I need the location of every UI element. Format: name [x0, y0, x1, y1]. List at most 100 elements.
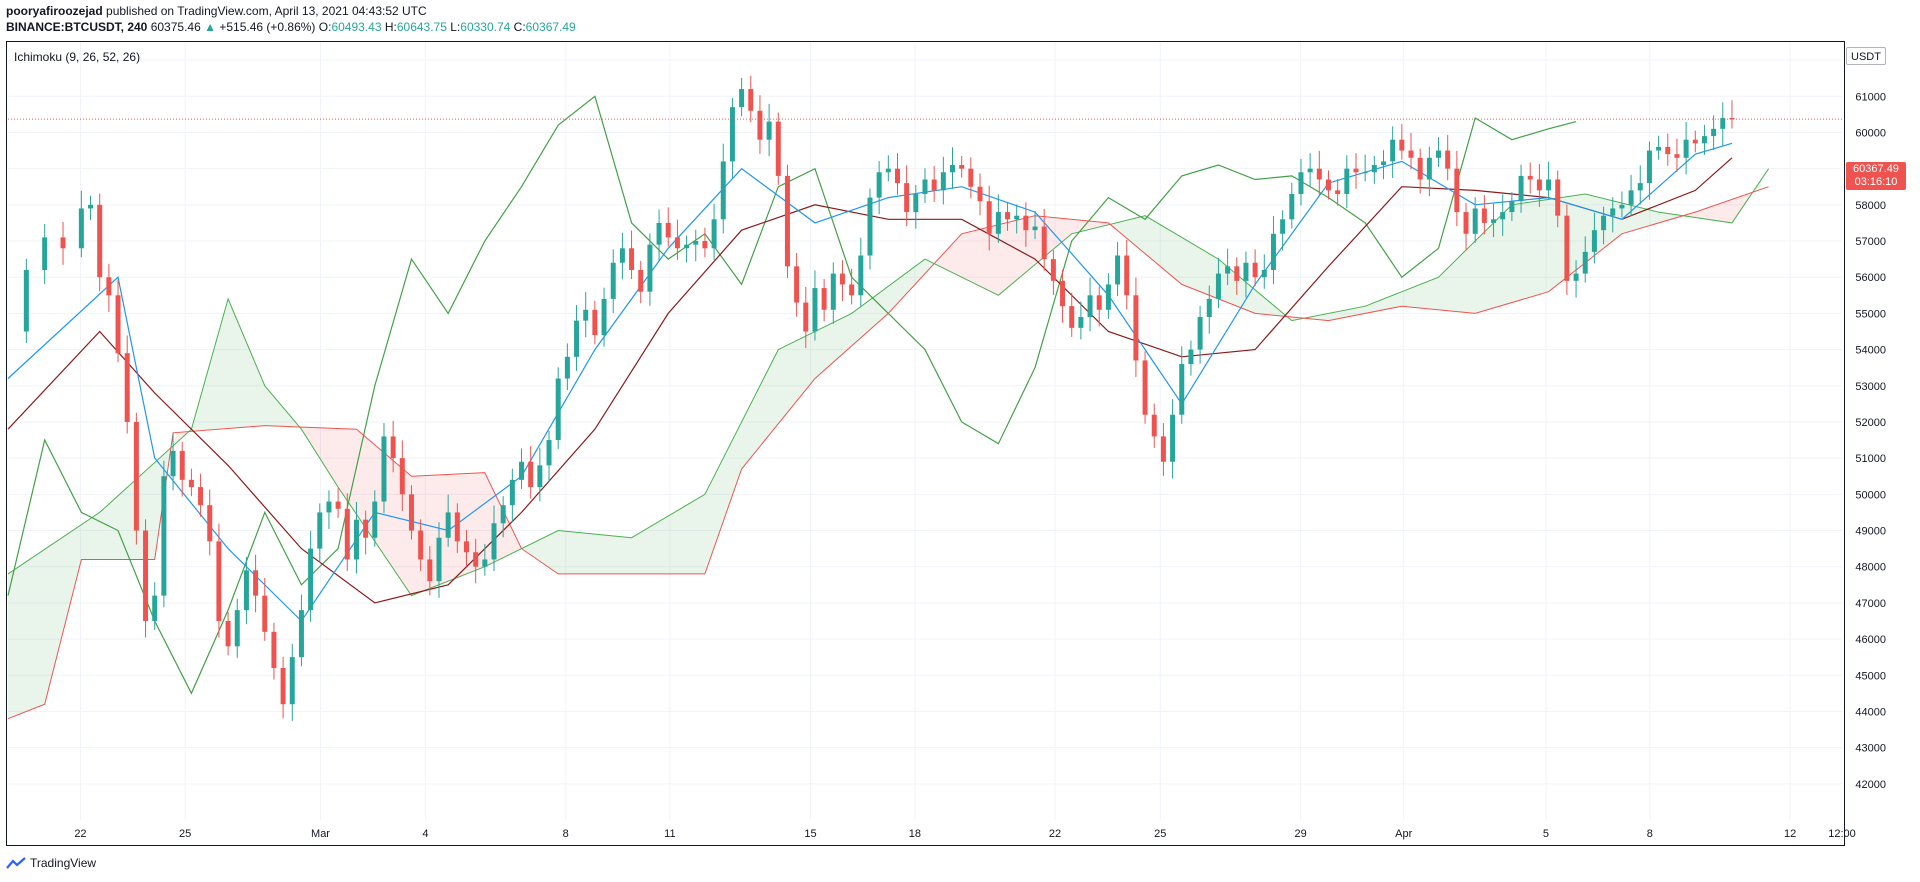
candle-body — [775, 121, 781, 176]
candle-body — [1628, 190, 1634, 205]
x-tick-label: 18 — [909, 828, 921, 840]
x-tick-label: 22 — [74, 828, 86, 840]
candle-body — [1289, 193, 1295, 220]
candle-body — [876, 172, 882, 198]
y-tick-label: 55000 — [1855, 308, 1886, 320]
candle-body — [1105, 284, 1111, 310]
last-price: 60375.46 — [150, 20, 201, 34]
candle-body — [1390, 139, 1396, 162]
candle-body — [390, 436, 396, 459]
y-tick-label: 61000 — [1855, 91, 1886, 103]
low-label: L: — [450, 20, 461, 34]
y-tick-label: 48000 — [1855, 562, 1886, 574]
candle-body — [794, 266, 800, 303]
candle-body — [253, 570, 259, 596]
candle-body — [1041, 226, 1047, 260]
candle-body — [427, 559, 433, 582]
candle-body — [885, 168, 891, 173]
candle-body — [629, 248, 635, 270]
candle-body — [1060, 280, 1066, 307]
candle-body — [1546, 179, 1552, 191]
candle-body — [78, 208, 84, 249]
candle-body — [1417, 157, 1423, 180]
candle-body — [482, 559, 488, 567]
candle-body — [1564, 215, 1570, 281]
candle-body — [1665, 146, 1671, 155]
chart-frame[interactable] — [6, 41, 1845, 846]
candle-body — [674, 237, 680, 249]
y-tick-label: 53000 — [1855, 381, 1886, 393]
candle-body — [1362, 172, 1368, 174]
candle-body — [904, 183, 910, 213]
bullish-cloud — [1115, 215, 1292, 321]
current-price-label: 60367.49 03:16:10 — [1846, 162, 1906, 190]
x-tick-label: 22 — [1049, 828, 1061, 840]
close-value: 60367.49 — [525, 20, 576, 34]
author-name[interactable]: pooryafiroozejad — [6, 4, 103, 18]
candle-body — [1692, 139, 1698, 144]
candle-body — [1518, 175, 1524, 202]
candle-body — [968, 168, 974, 187]
candle-body — [1454, 168, 1460, 213]
y-tick-label: 45000 — [1855, 670, 1886, 682]
x-tick-label: 4 — [422, 828, 428, 840]
candle-body — [1307, 168, 1313, 173]
candle-body — [124, 353, 130, 422]
candle-body — [1160, 436, 1166, 462]
candle-body — [647, 244, 653, 292]
candle-body — [583, 309, 589, 321]
candle-body — [1133, 295, 1139, 361]
price-change: +515.46 (+0.86%) — [219, 20, 316, 34]
candle-body — [665, 222, 671, 238]
candle-body — [1142, 360, 1148, 415]
candle-body — [739, 89, 745, 108]
x-tick-label: 15 — [804, 828, 816, 840]
candle-body — [619, 248, 625, 263]
candle-body — [1096, 295, 1102, 310]
candle-body — [1426, 157, 1432, 180]
candle-body — [986, 201, 992, 234]
candle-body — [271, 631, 277, 669]
candle-body — [1261, 269, 1267, 278]
candle-body — [1215, 273, 1221, 299]
candle-body — [418, 530, 424, 560]
candle-body — [1353, 168, 1359, 173]
candle-body — [381, 436, 387, 502]
candle-body — [1252, 262, 1258, 278]
candle-body — [940, 172, 946, 191]
candle-body — [720, 161, 726, 220]
candle-body — [1729, 117, 1735, 120]
candle-body — [1656, 146, 1662, 151]
candle-body — [1335, 190, 1341, 194]
y-tick-label: 56000 — [1855, 272, 1886, 284]
candle-body — [1078, 317, 1084, 328]
candle-body — [1170, 414, 1176, 462]
senkou-span-b-line — [7, 186, 1769, 720]
candle-body — [867, 197, 873, 256]
candle-body — [363, 519, 369, 538]
candle-body — [684, 244, 690, 249]
candle-body — [995, 212, 1001, 234]
candle-body — [280, 668, 286, 705]
candle-body — [234, 610, 240, 647]
y-tick-label: 49000 — [1855, 526, 1886, 538]
currency-badge[interactable]: USDT — [1846, 47, 1886, 65]
candle-body — [555, 378, 561, 441]
candle-body — [519, 461, 525, 480]
candle-body — [894, 168, 900, 184]
candle-body — [289, 657, 295, 705]
tradingview-footer[interactable]: TradingView — [6, 856, 96, 870]
candle-body — [1188, 349, 1194, 365]
candle-body — [198, 487, 204, 506]
y-tick-label: 58000 — [1855, 200, 1886, 212]
y-tick-label: 50000 — [1855, 489, 1886, 501]
candle-body — [97, 204, 103, 278]
candle-body — [1316, 168, 1322, 180]
low-value: 60330.74 — [460, 20, 511, 34]
x-tick-label: 12:00 — [1828, 828, 1856, 840]
candle-body — [1527, 175, 1533, 180]
indicator-label[interactable]: Ichimoku (9, 26, 52, 26) — [14, 50, 141, 64]
bullish-cloud — [1306, 194, 1688, 321]
candle-body — [1491, 219, 1497, 223]
